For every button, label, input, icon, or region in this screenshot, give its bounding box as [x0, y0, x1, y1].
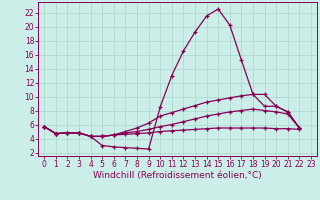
X-axis label: Windchill (Refroidissement éolien,°C): Windchill (Refroidissement éolien,°C)	[93, 171, 262, 180]
